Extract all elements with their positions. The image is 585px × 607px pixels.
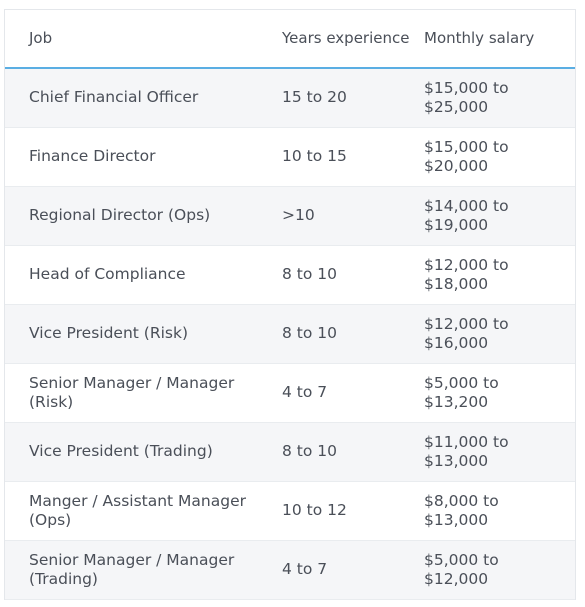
cell-salary: $8,000 to $13,000 [424, 491, 499, 529]
salary-table-container: Job Years experience Monthly salary Chie… [4, 9, 576, 600]
cell-job: Regional Director (Ops) [29, 206, 211, 224]
cell-job: Vice President (Risk) [29, 324, 189, 342]
header-job: Job [29, 29, 53, 47]
cell-years: 8 to 10 [282, 442, 337, 460]
table-row: Manger / Assistant Manager (Ops) 10 to 1… [5, 481, 575, 540]
cell-salary: $12,000 to $16,000 [424, 314, 509, 352]
salary-table: Job Years experience Monthly salary Chie… [5, 10, 575, 600]
cell-years: 8 to 10 [282, 265, 337, 283]
table-row: Vice President (Risk) 8 to 10 $12,000 to… [5, 304, 575, 363]
cell-salary: $15,000 to $20,000 [424, 137, 509, 175]
table-row: Finance Director 10 to 15 $15,000 to $20… [5, 127, 575, 186]
table-header-row: Job Years experience Monthly salary [5, 10, 575, 68]
cell-years: 4 to 7 [282, 383, 328, 401]
cell-years: 10 to 15 [282, 147, 347, 165]
table-row: Head of Compliance 8 to 10 $12,000 to $1… [5, 245, 575, 304]
header-monthly-salary: Monthly salary [424, 29, 535, 47]
cell-years: 10 to 12 [282, 501, 347, 519]
header-years-experience: Years experience [282, 29, 410, 47]
cell-job: Senior Manager / Manager (Trading) [29, 550, 235, 588]
cell-salary: $15,000 to $25,000 [424, 78, 509, 116]
table-row: Senior Manager / Manager (Trading) 4 to … [5, 540, 575, 599]
cell-job: Manger / Assistant Manager (Ops) [29, 491, 246, 529]
table-row: Regional Director (Ops) >10 $14,000 to $… [5, 186, 575, 245]
cell-job: Senior Manager / Manager (Risk) [29, 373, 235, 411]
cell-job: Finance Director [29, 147, 156, 165]
cell-job: Chief Financial Officer [29, 88, 199, 107]
cell-salary: $5,000 to $12,000 [424, 550, 499, 588]
cell-years: >10 [282, 206, 315, 224]
cell-years: 15 to 20 [282, 88, 347, 107]
cell-salary: $11,000 to $13,000 [424, 432, 509, 470]
cell-years: 8 to 10 [282, 324, 337, 342]
cell-years: 4 to 7 [282, 560, 328, 578]
table-row: Senior Manager / Manager (Risk) 4 to 7 $… [5, 363, 575, 422]
cell-salary: $12,000 to $18,000 [424, 255, 509, 293]
cell-job: Head of Compliance [29, 265, 186, 283]
cell-salary: $5,000 to $13,200 [424, 373, 499, 411]
cell-job: Vice President (Trading) [29, 442, 213, 460]
table-row: Vice President (Trading) 8 to 10 $11,000… [5, 422, 575, 481]
table-row: Chief Financial Officer 15 to 20 $15,000… [5, 68, 575, 127]
cell-salary: $14,000 to $19,000 [424, 196, 509, 234]
